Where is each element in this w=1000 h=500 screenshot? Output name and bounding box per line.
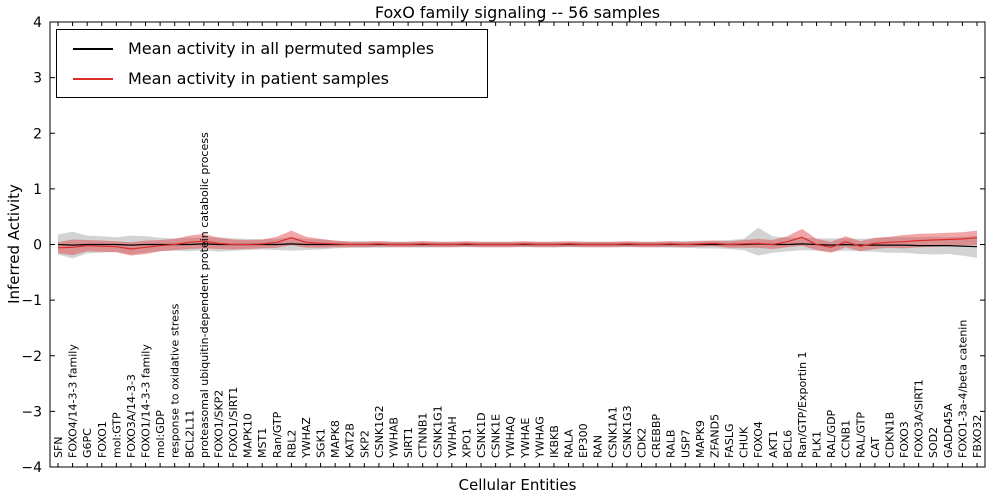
y-tick-label: 0	[33, 238, 42, 254]
y-tick-label: −4	[21, 460, 42, 476]
x-tick-label: YWHAG	[533, 416, 546, 459]
x-tick-label: SIRT1	[402, 427, 415, 458]
x-tick-label: CSNK1G1	[431, 405, 444, 458]
x-tick-label: IKBKB	[548, 425, 561, 458]
x-tick-label: YWHAB	[388, 417, 401, 459]
x-tick-label: SFN	[52, 436, 65, 458]
y-axis-label: Inferred Activity	[5, 184, 23, 304]
y-tick-label: 3	[33, 71, 42, 87]
x-tick-label: FOXO1-3a-4/beta catenin	[956, 320, 969, 458]
x-tick-label: ZFAND5	[708, 414, 721, 458]
x-tick-label: CHUK	[738, 426, 751, 458]
x-tick-label: FOXO4/14-3-3 family	[67, 344, 80, 458]
x-tick-label: CSNK1E	[490, 414, 503, 458]
x-tick-label: RALA	[563, 429, 576, 458]
x-tick-label: USP7	[679, 429, 692, 458]
x-tick-label: SKP2	[358, 430, 371, 458]
y-tick-label: −2	[21, 349, 42, 365]
x-tick-label: GADD45A	[942, 403, 955, 458]
x-tick-label: FOXO1/14-3-3 family	[140, 344, 153, 458]
x-tick-label: FASLG	[723, 424, 736, 458]
patient-line	[57, 236, 978, 250]
x-tick-label: KAT2B	[344, 423, 357, 458]
y-tick-label: −1	[21, 293, 42, 309]
x-tick-label: proteasomal ubiquitin-dependent protein …	[198, 132, 211, 458]
x-tick-label: RALB	[665, 430, 678, 458]
y-tick-label: 4	[33, 15, 42, 31]
x-tick-label: CSNK1A1	[606, 406, 619, 458]
y-tick-label: −3	[21, 404, 42, 420]
x-tick-label: CREBBP	[650, 414, 663, 458]
x-tick-label: XPO1	[460, 428, 473, 458]
legend-entry-patient: Mean activity in patient samples	[73, 69, 471, 88]
x-tick-label: BCL2L11	[183, 410, 196, 458]
legend-label-patient: Mean activity in patient samples	[128, 69, 389, 88]
legend: Mean activity in all permuted samples Me…	[56, 29, 488, 98]
patient-band	[58, 228, 977, 256]
legend-entry-permuted: Mean activity in all permuted samples	[73, 39, 471, 58]
x-tick-label: EP300	[577, 423, 590, 458]
x-tick-label: SGK1	[315, 428, 328, 458]
x-tick-label: FOXO3A/SIRT1	[913, 379, 926, 458]
x-tick-label: Ran/GTP	[271, 411, 284, 458]
x-tick-label: CDKN1B	[884, 412, 897, 458]
permuted-band	[58, 227, 977, 259]
x-tick-label: MAPK9	[694, 420, 707, 458]
x-tick-label: SOD2	[927, 427, 940, 458]
x-tick-label: CSNK1G2	[373, 405, 386, 458]
x-tick-label: RBL2	[285, 430, 298, 458]
x-tick-label: MST1	[256, 428, 269, 458]
x-tick-label: RAN	[592, 435, 605, 458]
x-tick-label: RAL/GDP	[825, 409, 838, 458]
x-tick-label: FOXO4	[752, 421, 765, 458]
x-axis-label: Cellular Entities	[458, 476, 577, 494]
x-tick-label: YWHAQ	[504, 416, 517, 459]
y-tick-label: 2	[33, 126, 42, 142]
chart-title: FoxO family signaling -- 56 samples	[374, 3, 661, 22]
x-tick-label: YWHAZ	[300, 417, 313, 459]
legend-line-patient	[73, 77, 113, 80]
x-tick-label: YWHAH	[446, 416, 459, 459]
x-tick-label: FOXO1/SIRT1	[227, 387, 240, 458]
x-tick-label: BCL6	[781, 430, 794, 458]
x-tick-label: mol:GTP	[110, 412, 123, 458]
x-tick-label: YWHAE	[519, 418, 532, 459]
x-tick-label: CDK2	[636, 428, 649, 458]
x-tick-label: response to oxidative stress	[169, 303, 182, 458]
x-tick-label: FOXO1/SKP2	[213, 390, 226, 458]
legend-line-permuted	[73, 47, 113, 50]
x-tick-label: RAL/GTP	[854, 412, 867, 458]
x-tick-label: AKT1	[767, 430, 780, 458]
x-tick-label: MAPK8	[329, 420, 342, 458]
x-tick-label: CAT	[869, 437, 882, 458]
x-tick-label: FOXO3	[898, 421, 911, 458]
x-tick-label: G6PC	[81, 428, 94, 458]
x-tick-label: CCNB1	[840, 420, 853, 458]
x-tick-label: MAPK10	[242, 413, 255, 458]
x-tick-label: CSNK1D	[475, 412, 488, 458]
x-tick-label: FOXO1	[96, 421, 109, 458]
x-tick-label: Ran/GTP/Exportin 1	[796, 351, 809, 458]
x-tick-label: CTNNB1	[417, 413, 430, 458]
x-tick-label: PLK1	[811, 431, 824, 458]
x-tick-label: CSNK1G3	[621, 405, 634, 458]
x-tick-label: mol:GDP	[154, 410, 167, 458]
x-tick-label: FOXO3A/14-3-3	[125, 374, 138, 458]
legend-label-permuted: Mean activity in all permuted samples	[128, 39, 435, 58]
y-tick-label: 1	[33, 182, 42, 198]
x-tick-label: FBXO32	[971, 415, 984, 458]
